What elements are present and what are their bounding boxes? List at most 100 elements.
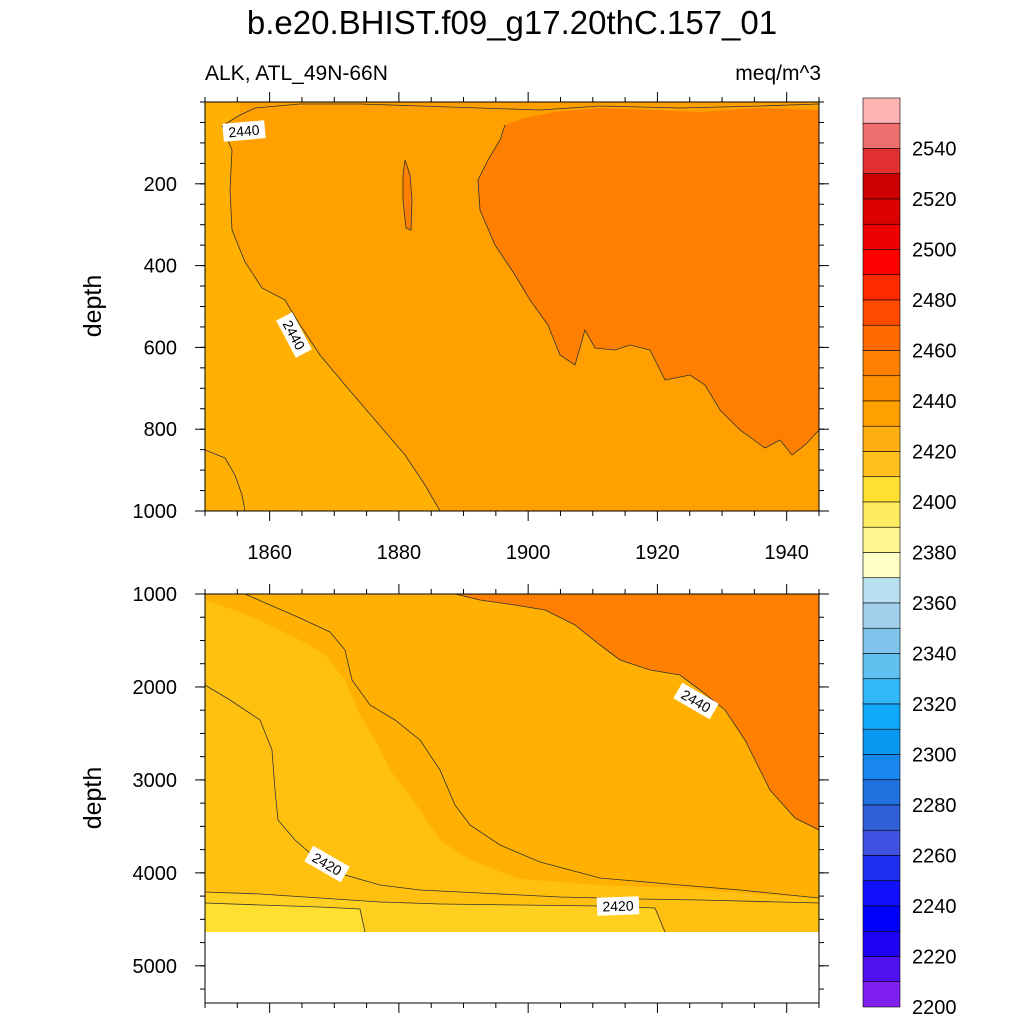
colorbar-tick-label: 2380 (912, 543, 957, 565)
colorbar-swatch (862, 577, 901, 604)
upper-ticks (195, 92, 829, 521)
upper-x-tick-label: 1900 (506, 542, 551, 564)
upper-contour-label-1: 2440 (222, 120, 266, 142)
lower-contour-line-2440 (454, 594, 819, 831)
colorbar-swatch (862, 122, 901, 149)
colorbar-tick-label: 2360 (912, 593, 957, 615)
colorbar-swatch (862, 375, 901, 402)
colorbar-tick-label: 2200 (912, 997, 957, 1019)
colorbar-swatch (862, 350, 901, 377)
lower-y-tick-label: 1000 (133, 584, 178, 606)
upper-region-2450-2460-lens (403, 160, 412, 230)
upper-contour-line-2450 (477, 124, 819, 456)
lower-contour-label-3: 2420 (596, 896, 640, 916)
colorbar-swatch (862, 148, 901, 175)
lower-region-2450-2460 (455, 594, 819, 830)
lower-region-2400-2410 (205, 903, 365, 932)
colorbar-tick-label: 2540 (912, 139, 957, 161)
upper-x-tick-label: 1920 (635, 542, 680, 564)
lower-contour-line-2400 (205, 902, 366, 933)
upper-contour-line-2440 (221, 125, 441, 511)
lower-y-tick-label: 2000 (133, 677, 178, 699)
colorbar-swatch (862, 880, 901, 907)
units-label: meq/m^3 (735, 62, 821, 85)
lower-plot-frame (204, 593, 820, 1004)
lower-y-tick-label: 5000 (133, 956, 178, 978)
colorbar-swatch (862, 501, 901, 528)
upper-contour-line-2440-lowerleft (205, 449, 246, 511)
colorbar-tick-label: 2260 (912, 846, 957, 868)
colorbar-swatch (862, 425, 901, 452)
variable-label: ALK, ATL_49N-66N (205, 62, 388, 85)
colorbar-swatch (862, 198, 901, 225)
colorbar-tick-label: 2320 (912, 694, 957, 716)
colorbar-swatch (862, 274, 901, 301)
colorbar-swatch (862, 930, 901, 957)
colorbar-swatch (862, 905, 901, 932)
upper-x-tick-label: 1860 (247, 542, 292, 564)
lower-y-tick-label: 3000 (133, 770, 178, 792)
colorbar-tick-label: 2520 (912, 189, 957, 211)
upper-y-tick-label: 200 (144, 174, 177, 196)
colorbar-swatch (862, 97, 901, 124)
colorbar-tick-label: 2460 (912, 341, 957, 363)
colorbar-tick-label: 2220 (912, 947, 957, 969)
colorbar (862, 97, 901, 1008)
upper-contour-label-1-text: 2440 (228, 122, 261, 141)
colorbar-swatch (862, 678, 901, 705)
colorbar-swatch (862, 829, 901, 856)
lower-ticks (195, 584, 829, 1013)
colorbar-swatch (862, 779, 901, 806)
colorbar-tick-label: 2400 (912, 492, 957, 514)
upper-y-tick-label: 800 (144, 419, 177, 441)
colorbar-tick-label: 2440 (912, 391, 957, 413)
colorbar-swatch (862, 855, 901, 882)
colorbar-swatch (862, 173, 901, 200)
colorbar-tick-label: 2340 (912, 644, 957, 666)
colorbar-swatch (862, 451, 901, 478)
lower-y-axis-label: depth (79, 767, 107, 830)
upper-x-tick-label: 1940 (764, 542, 809, 564)
colorbar-tick-label: 2240 (912, 896, 957, 918)
colorbar-swatch (862, 754, 901, 781)
colorbar-swatch (862, 526, 901, 553)
lower-contour-fields (205, 594, 819, 1003)
colorbar-tick-label: 2420 (912, 442, 957, 464)
upper-tick-labels: 1860 1880 1900 1920 1940 200 400 600 800 1000 (133, 174, 809, 564)
colorbar-swatch (862, 804, 901, 831)
colorbar-tick-label: 2500 (912, 240, 957, 262)
colorbar-swatch (862, 299, 901, 326)
lower-tick-labels: 1000 2000 3000 4000 5000 (133, 584, 178, 978)
colorbar-swatch (862, 324, 901, 351)
colorbar-swatch (862, 249, 901, 276)
colorbar-tick-label: 2480 (912, 290, 957, 312)
upper-region-2450-2460 (478, 108, 819, 455)
colorbar-swatch (862, 223, 901, 250)
upper-region-2430-2440-lower-left (205, 450, 245, 511)
colorbar-swatch (862, 981, 901, 1008)
colorbar-tick-label: 2300 (912, 745, 957, 767)
colorbar-swatch (862, 956, 901, 983)
lower-contour-line-2430 (244, 594, 819, 899)
colorbar-tick-label: 2280 (912, 795, 957, 817)
upper-contour-line-2440-top (221, 103, 819, 127)
upper-y-tick-label: 400 (144, 256, 177, 278)
colorbar-swatch (862, 602, 901, 629)
colorbar-swatch (862, 703, 901, 730)
lower-contour-label-3-text: 2420 (602, 897, 634, 914)
colorbar-swatch (862, 552, 901, 579)
lower-y-tick-label: 4000 (133, 863, 178, 885)
upper-y-tick-label: 600 (144, 337, 177, 359)
lower-contour-line-2420 (205, 684, 819, 904)
upper-y-axis-label: depth (79, 275, 107, 338)
chart-title: b.e20.BHIST.f09_g17.20thC.157_01 (246, 4, 778, 41)
colorbar-swatch (862, 728, 901, 755)
colorbar-swatch (862, 627, 901, 654)
colorbar-tick-labels: 2540 2520 2500 2480 2460 2440 2420 2400 2380 2360… (912, 139, 957, 1020)
upper-contour-line-2450-lens (402, 159, 413, 231)
colorbar-swatch (862, 400, 901, 427)
colorbar-swatch (862, 476, 901, 503)
colorbar-swatch (862, 653, 901, 680)
upper-y-tick-label: 1000 (133, 501, 178, 523)
